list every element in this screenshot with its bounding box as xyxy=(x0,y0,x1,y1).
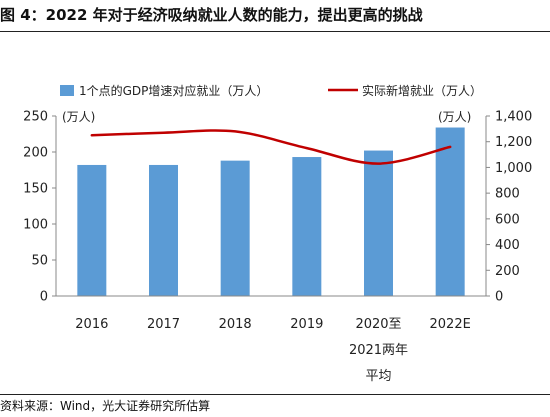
left-axis-tick-label: 200 xyxy=(23,146,48,161)
figure-title: 图 4：2022 年对于经济吸纳就业人数的能力，提出更高的挑战 xyxy=(0,6,423,24)
bar xyxy=(77,164,107,296)
x-axis-tick-label: 2018 xyxy=(219,317,252,332)
left-axis-tick-label: 250 xyxy=(23,110,48,125)
right-axis-tick-label: 600 xyxy=(495,212,520,227)
right-axis: 0 200 400 600 800 1,000 1,200 1,400 xyxy=(485,110,532,305)
title-divider xyxy=(0,31,550,32)
legend-label-bar: 1个点的GDP增速对应就业（万人） xyxy=(79,83,268,98)
line-series xyxy=(90,129,452,165)
left-axis-tick-label: 150 xyxy=(23,182,48,197)
right-axis-tick-label: 1,000 xyxy=(495,161,532,176)
left-axis-tick-label: 50 xyxy=(31,254,48,269)
left-axis-tick-label: 0 xyxy=(40,290,48,305)
x-axis-tick-label: 2021两年 xyxy=(349,343,408,358)
x-axis-tick-label: 2016 xyxy=(75,317,108,332)
x-axis-tick-label: 2019 xyxy=(290,317,323,332)
left-axis: 0 50 100 150 200 250 xyxy=(23,110,57,305)
right-axis-tick-label: 200 xyxy=(495,264,520,279)
left-axis-tick-label: 100 xyxy=(23,218,48,233)
bar-series xyxy=(77,127,465,297)
right-axis-tick-label: 800 xyxy=(495,187,520,202)
right-axis-tick-label: 0 xyxy=(495,290,503,305)
bar xyxy=(435,127,465,297)
bar xyxy=(149,164,178,296)
right-axis-tick-label: 1,200 xyxy=(495,135,532,150)
x-axis-tick-label: 2017 xyxy=(147,317,180,332)
right-axis-unit-label: (万人) xyxy=(438,110,471,124)
figure-source: 资料来源：Wind，光大证券研究所估算 xyxy=(0,399,211,413)
bar xyxy=(364,150,393,296)
bar xyxy=(292,157,322,296)
bar xyxy=(220,160,250,296)
x-axis-tick-label: 2022E xyxy=(430,317,471,332)
legend-label-line: 实际新增就业（万人） xyxy=(362,83,482,98)
x-axis-tick-label: 2020至 xyxy=(355,317,401,332)
x-axis-tick-label: 平均 xyxy=(365,369,391,384)
left-axis-unit-label: (万人) xyxy=(62,110,95,124)
right-axis-tick-label: 400 xyxy=(495,238,520,253)
source-divider xyxy=(0,394,550,395)
legend-swatch-bar xyxy=(60,85,74,96)
right-axis-tick-label: 1,400 xyxy=(495,110,532,125)
legend: 1个点的GDP增速对应就业（万人） 实际新增就业（万人） xyxy=(60,83,482,98)
